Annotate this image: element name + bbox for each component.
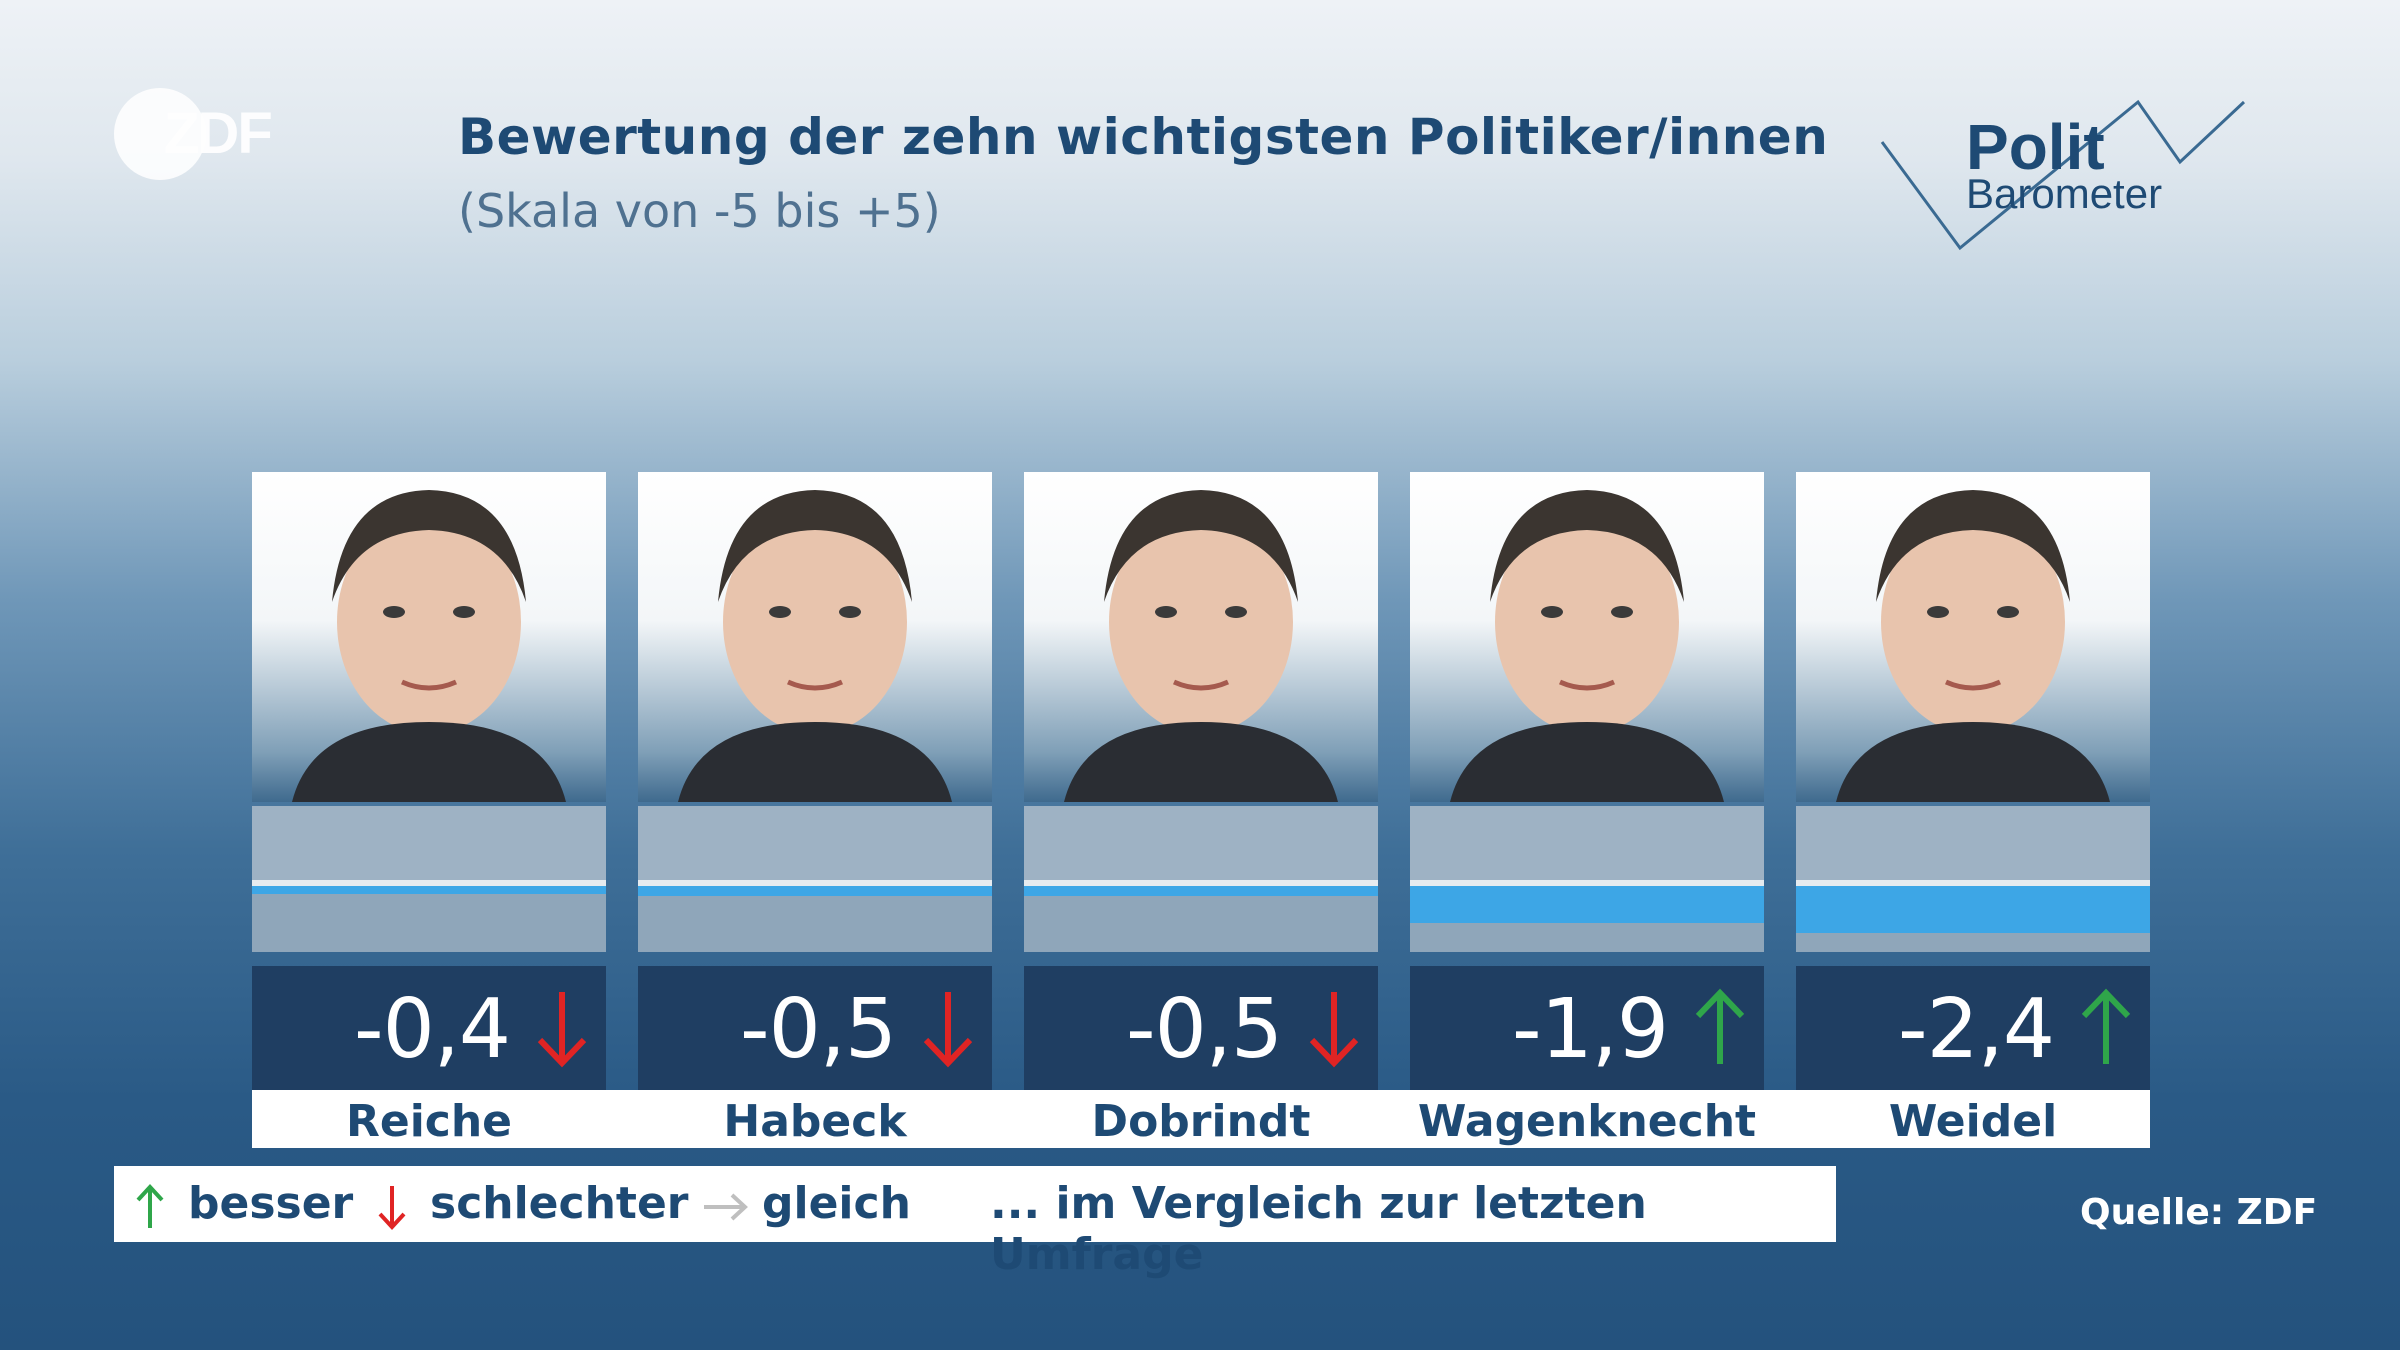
person-portrait-icon bbox=[1836, 490, 2110, 802]
bar-area-positive bbox=[638, 806, 992, 882]
bar-area-positive bbox=[1796, 806, 2150, 882]
person-portrait-icon bbox=[678, 490, 952, 802]
rating-bar bbox=[252, 886, 606, 894]
bar-area bbox=[1024, 806, 1378, 952]
person-portrait-icon bbox=[292, 490, 566, 802]
value-box: -0,4 bbox=[252, 966, 606, 1090]
category-label: Reiche bbox=[345, 1096, 513, 1147]
value-label: -0,5 bbox=[1126, 982, 1283, 1077]
value-box: -0,5 bbox=[1024, 966, 1378, 1090]
bar-area bbox=[638, 806, 992, 952]
zero-line bbox=[252, 880, 606, 886]
chart-title: Bewertung der zehn wichtigsten Politiker… bbox=[458, 108, 1829, 166]
value-label: -0,4 bbox=[354, 982, 511, 1077]
person-portrait-icon bbox=[1450, 490, 1724, 802]
politician-photo bbox=[252, 472, 606, 802]
legend: besser schlechter gleich ... im Vergleic… bbox=[114, 1166, 1836, 1280]
category-label: Wagenknecht bbox=[1417, 1096, 1757, 1147]
zdf-logo-circle bbox=[114, 88, 206, 180]
arrow-right-icon bbox=[704, 1193, 748, 1221]
category-label: Habeck bbox=[723, 1096, 907, 1147]
name-box: Reiche bbox=[252, 1090, 606, 1148]
arrow-up-icon bbox=[2081, 988, 2131, 1064]
arrow-down-icon bbox=[537, 992, 587, 1068]
arrow-down-icon bbox=[1309, 992, 1359, 1068]
arrow-up-icon bbox=[136, 1184, 164, 1228]
zdf-logo-text: ZDF bbox=[164, 101, 273, 166]
zero-line bbox=[1410, 880, 1764, 886]
politician-photo bbox=[1796, 472, 2150, 802]
politician-photo bbox=[638, 472, 992, 802]
value-label: -1,9 bbox=[1512, 982, 1669, 1077]
legend-same: gleich bbox=[762, 1178, 911, 1229]
name-box: Weidel bbox=[1796, 1090, 2150, 1148]
politbarometer-logo: Polit Barometer bbox=[1880, 96, 2250, 256]
value-label: -2,4 bbox=[1898, 982, 2055, 1077]
bar-area bbox=[1796, 806, 2150, 952]
value-box: -0,5 bbox=[638, 966, 992, 1090]
politbarometer-zigzag-icon bbox=[1880, 99, 2246, 251]
category-label: Dobrindt bbox=[1091, 1096, 1311, 1147]
arrow-down-icon bbox=[923, 992, 973, 1068]
name-box: Wagenknecht bbox=[1410, 1090, 1764, 1148]
bar-area bbox=[1410, 806, 1764, 952]
value-box: -2,4 bbox=[1796, 966, 2150, 1090]
politbarometer-logo-line1: Polit bbox=[1966, 111, 2105, 183]
rating-bar bbox=[1024, 886, 1378, 896]
bar-area bbox=[252, 806, 606, 952]
chart-subtitle: (Skala von -5 bis +5) bbox=[458, 184, 941, 238]
rating-bar bbox=[1796, 886, 2150, 933]
source-label: Quelle: ZDF bbox=[2080, 1192, 2318, 1233]
legend-better: besser bbox=[188, 1178, 354, 1229]
legend-note: ... im Vergleich zur letzten Umfrage bbox=[990, 1178, 1647, 1280]
rating-bar bbox=[638, 886, 992, 896]
politician-photo bbox=[1024, 472, 1378, 802]
zero-line bbox=[1796, 880, 2150, 886]
politbarometer-logo-line2: Barometer bbox=[1966, 170, 2163, 217]
category-label: Weidel bbox=[1888, 1096, 2058, 1147]
value-label: -0,5 bbox=[740, 982, 897, 1077]
arrow-up-icon bbox=[1695, 988, 1745, 1064]
name-box: Habeck bbox=[638, 1090, 992, 1148]
zero-line bbox=[1024, 880, 1378, 886]
rating-bar bbox=[1410, 886, 1764, 924]
name-box: Dobrindt bbox=[1024, 1090, 1378, 1148]
bar-area-positive bbox=[1410, 806, 1764, 882]
arrow-down-icon bbox=[378, 1186, 406, 1230]
person-portrait-icon bbox=[1064, 490, 1338, 802]
zero-line bbox=[638, 880, 992, 886]
politician-photo bbox=[1410, 472, 1764, 802]
legend-worse: schlechter bbox=[430, 1178, 689, 1229]
value-box: -1,9 bbox=[1410, 966, 1764, 1090]
zdf-logo: ZDF bbox=[114, 88, 274, 184]
bar-area-positive bbox=[252, 806, 606, 882]
bar-area-positive bbox=[1024, 806, 1378, 882]
